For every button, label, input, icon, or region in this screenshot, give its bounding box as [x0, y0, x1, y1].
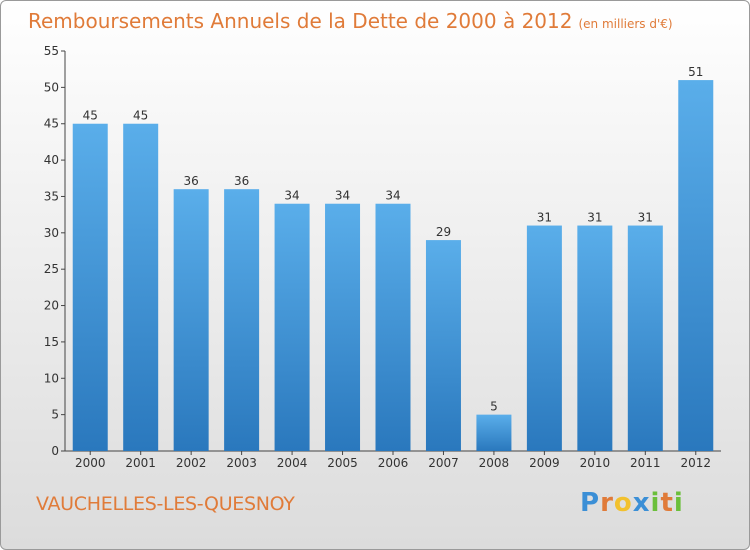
- proxiti-logo: Proxiti: [580, 488, 684, 518]
- x-tick-label: 2011: [630, 456, 661, 470]
- y-tick-label: 30: [44, 226, 59, 240]
- logo-letter: x: [632, 488, 651, 518]
- bar-value-label: 36: [184, 174, 199, 188]
- bar-value-label: 34: [335, 189, 350, 203]
- y-tick-label: 55: [44, 44, 59, 58]
- bar: [476, 414, 512, 451]
- y-tick-label: 40: [44, 153, 59, 167]
- x-tick-label: 2012: [680, 456, 711, 470]
- x-tick-label: 2007: [428, 456, 459, 470]
- x-tick-label: 2006: [378, 456, 409, 470]
- x-tick-label: 2009: [529, 456, 560, 470]
- bar: [577, 225, 613, 451]
- bar: [526, 225, 562, 451]
- y-tick-label: 5: [51, 408, 59, 422]
- y-tick-label: 35: [44, 189, 59, 203]
- x-tick-label: 2004: [277, 456, 308, 470]
- logo-letter: o: [613, 488, 633, 518]
- y-tick-label: 20: [44, 299, 59, 313]
- bar: [678, 80, 714, 451]
- bar-value-label: 34: [385, 189, 400, 203]
- logo-letter: t: [660, 488, 674, 518]
- bar-value-label: 31: [587, 211, 602, 225]
- y-tick-label: 0: [51, 444, 59, 458]
- x-tick-label: 2001: [125, 456, 156, 470]
- bar: [425, 240, 461, 451]
- x-tick-label: 2010: [580, 456, 611, 470]
- x-tick-label: 2008: [479, 456, 510, 470]
- y-tick-label: 45: [44, 117, 59, 131]
- logo-letter: i: [673, 488, 684, 518]
- logo-letter: P: [580, 488, 601, 518]
- bar-value-label: 45: [133, 109, 148, 123]
- x-tick-label: 2002: [176, 456, 207, 470]
- bar: [325, 203, 361, 451]
- x-tick-label: 2005: [327, 456, 358, 470]
- bar: [173, 189, 209, 451]
- bar-value-label: 34: [284, 189, 299, 203]
- y-tick-label: 25: [44, 262, 59, 276]
- x-tick-label: 2000: [75, 456, 106, 470]
- bar: [72, 123, 108, 452]
- logo-letter: i: [650, 488, 661, 518]
- bar: [375, 203, 411, 451]
- logo-letter: r: [600, 488, 614, 518]
- chart-title: Remboursements Annuels de la Dette de 20…: [28, 9, 673, 33]
- bar-value-label: 36: [234, 174, 249, 188]
- bar: [274, 203, 310, 451]
- bar: [123, 123, 159, 452]
- bar: [627, 225, 663, 451]
- bar-value-label: 29: [436, 225, 451, 239]
- chart-title-text: Remboursements Annuels de la Dette de 20…: [28, 9, 573, 33]
- bar: [224, 189, 260, 451]
- chart-unit: (en milliers d'€): [578, 17, 673, 31]
- bar-value-label: 51: [688, 65, 703, 79]
- bar-value-label: 31: [537, 211, 552, 225]
- y-tick-label: 10: [44, 371, 59, 385]
- bar-value-label: 31: [638, 211, 653, 225]
- y-tick-label: 15: [44, 335, 59, 349]
- city-name: VAUCHELLES-LES-QUESNOY: [36, 493, 295, 515]
- x-tick-label: 2003: [226, 456, 257, 470]
- bar-value-label: 5: [490, 400, 498, 414]
- y-tick-label: 50: [44, 80, 59, 94]
- bar-value-label: 45: [83, 109, 98, 123]
